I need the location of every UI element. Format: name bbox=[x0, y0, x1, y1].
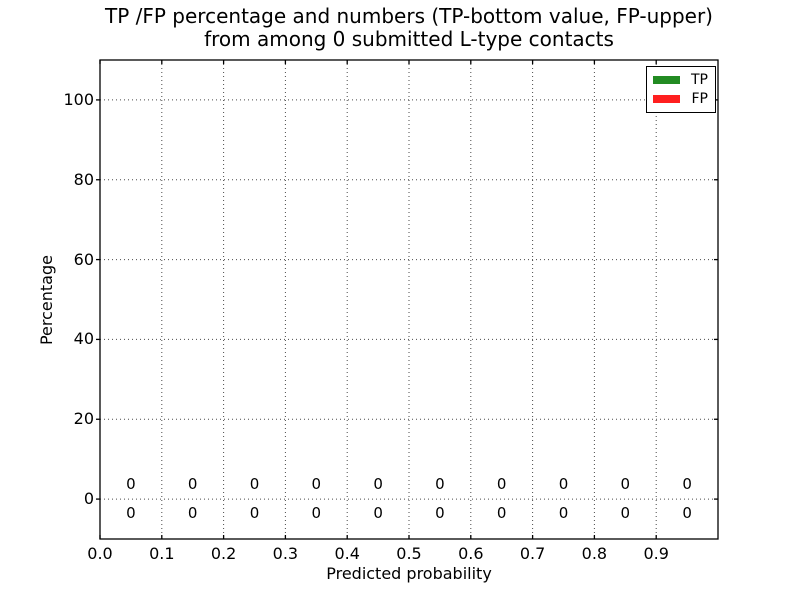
fp-count-label: 0 bbox=[620, 475, 631, 494]
tp-count-label: 0 bbox=[435, 504, 445, 523]
legend: TP FP bbox=[646, 66, 716, 113]
legend-entry-fp: FP bbox=[653, 92, 708, 106]
fp-count-label: 0 bbox=[187, 475, 198, 494]
tp-count-label: 0 bbox=[558, 504, 569, 523]
fp-count-label: 0 bbox=[496, 475, 507, 494]
y-tick-label: 20 bbox=[73, 409, 94, 429]
tp-color-swatch bbox=[653, 76, 680, 84]
y-tick-label: 80 bbox=[73, 169, 94, 189]
legend-entry-tp: TP bbox=[653, 73, 708, 87]
x-tick-label: 0.2 bbox=[210, 544, 237, 563]
x-tick-label: 0.4 bbox=[334, 544, 360, 563]
x-tick-label: 0.1 bbox=[149, 544, 175, 563]
tp-count-label: 0 bbox=[682, 504, 692, 523]
fp-count-label: 0 bbox=[682, 475, 692, 494]
fp-count-label: 0 bbox=[249, 475, 260, 494]
plot-frame bbox=[99, 59, 719, 540]
chart-title-line1: TP /FP percentage and numbers (TP-bottom… bbox=[105, 4, 713, 28]
tp-count-label: 0 bbox=[496, 504, 507, 523]
tp-count-label: 0 bbox=[373, 504, 383, 523]
fp-count-label: 0 bbox=[558, 475, 569, 494]
legend-label-fp: FP bbox=[691, 91, 709, 107]
y-tick-label: 60 bbox=[73, 249, 94, 269]
y-tick-label: 0 bbox=[83, 489, 94, 509]
fp-count-label: 0 bbox=[311, 475, 322, 494]
x-tick-label: 0.6 bbox=[458, 544, 484, 563]
fp-count-label: 0 bbox=[373, 475, 383, 494]
y-tick-label: 100 bbox=[63, 89, 94, 109]
y-tick-label: 40 bbox=[73, 329, 94, 349]
x-tick-label: 0.5 bbox=[396, 544, 422, 563]
chart-title: TP /FP percentage and numbers (TP-bottom… bbox=[100, 5, 718, 51]
tp-count-label: 0 bbox=[126, 504, 136, 523]
x-tick-label: 0.8 bbox=[581, 544, 608, 563]
tp-count-label: 0 bbox=[187, 504, 198, 523]
tp-count-label: 0 bbox=[249, 504, 260, 523]
x-axis-label: Predicted probability bbox=[326, 564, 492, 583]
fp-count-label: 0 bbox=[435, 475, 445, 494]
x-tick-label: 0.3 bbox=[272, 544, 299, 563]
x-tick-label: 0.0 bbox=[87, 544, 113, 563]
x-tick-label: 0.7 bbox=[519, 544, 546, 563]
chart-title-line2: from among 0 submitted L-type contacts bbox=[204, 27, 614, 51]
fp-color-swatch bbox=[653, 95, 680, 103]
tp-count-label: 0 bbox=[311, 504, 322, 523]
tp-count-label: 0 bbox=[620, 504, 631, 523]
legend-label-tp: TP bbox=[691, 72, 708, 88]
fp-count-label: 0 bbox=[126, 475, 136, 494]
x-tick-label: 0.9 bbox=[643, 544, 669, 563]
